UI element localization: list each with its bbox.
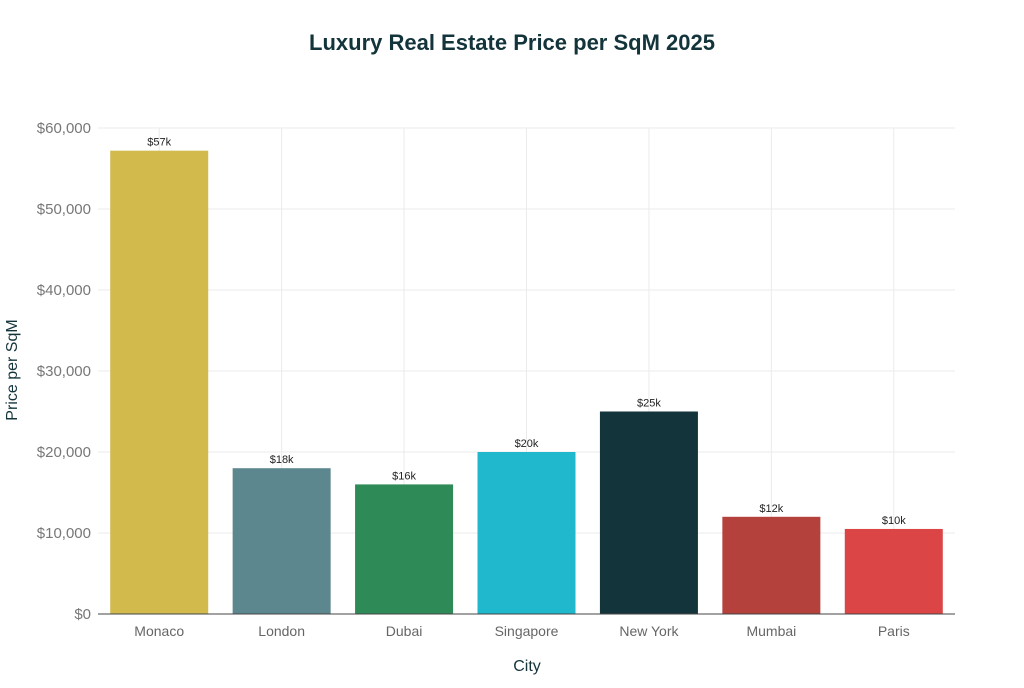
data-label: $16k <box>392 470 416 482</box>
bar-mumbai <box>722 516 821 614</box>
data-label: $57k <box>147 137 171 149</box>
x-tick-label: Mumbai <box>746 623 796 639</box>
y-tick-label: $20,000 <box>37 444 91 461</box>
bar-dubai <box>355 484 454 614</box>
y-tick-label: $60,000 <box>37 120 91 137</box>
data-label: $12k <box>759 503 783 515</box>
x-tick-label: Monaco <box>134 623 184 639</box>
x-tick-label: Singapore <box>495 623 559 639</box>
y-tick-label: $30,000 <box>37 363 91 380</box>
data-label: $10k <box>882 515 906 527</box>
data-label: $25k <box>637 398 661 410</box>
x-tick-label: New York <box>619 623 679 639</box>
bar-new-york <box>599 411 698 614</box>
y-axis-label: Price per SqM <box>4 319 21 420</box>
bar-monaco <box>110 150 209 614</box>
y-tick-label: $0 <box>74 606 91 623</box>
bar-singapore <box>477 452 576 614</box>
data-label: $20k <box>515 438 539 450</box>
x-tick-label: London <box>258 623 305 639</box>
bar-paris <box>844 528 943 614</box>
chart-title: Luxury Real Estate Price per SqM 2025 <box>309 30 715 55</box>
y-tick-label: $40,000 <box>37 282 91 299</box>
x-tick-label: Paris <box>878 623 910 639</box>
x-axis-label: City <box>513 658 541 675</box>
x-tick-label: Dubai <box>386 623 423 639</box>
bar-london <box>232 468 331 614</box>
data-label: $18k <box>270 454 294 466</box>
y-tick-label: $10,000 <box>37 525 91 542</box>
y-tick-label: $50,000 <box>37 201 91 218</box>
